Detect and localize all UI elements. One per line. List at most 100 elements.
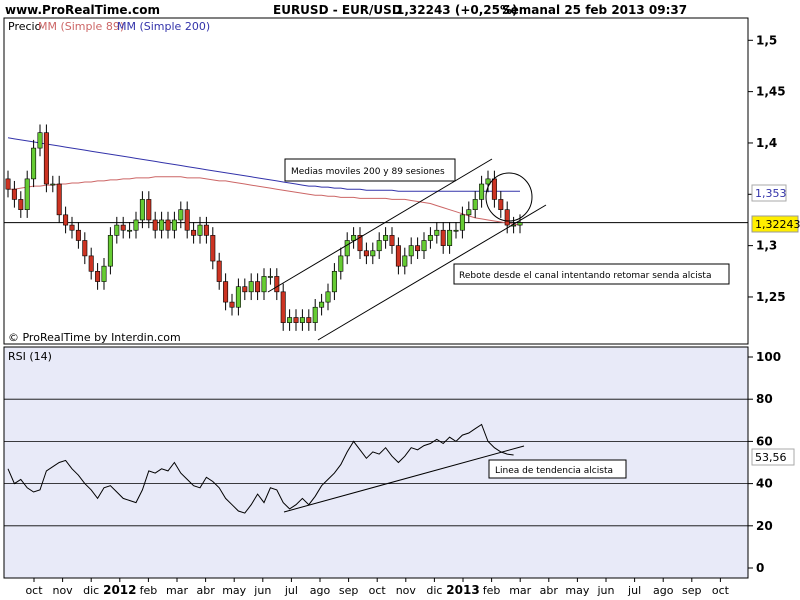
candle-body	[69, 224, 75, 231]
candle	[421, 232, 427, 259]
candle	[50, 175, 56, 193]
x-tick-label: nov	[396, 584, 417, 597]
candle	[235, 278, 241, 316]
rsi-value-box	[751, 448, 795, 466]
watermark: © ProRealTime by Interdin.com	[8, 331, 181, 344]
candle-body	[95, 270, 101, 282]
candle	[43, 124, 49, 193]
candle	[427, 227, 433, 249]
candle	[63, 206, 69, 234]
candle-body	[114, 224, 120, 236]
x-tick-label: jun	[253, 584, 271, 597]
candle	[383, 227, 389, 249]
candle	[229, 293, 235, 316]
candle	[11, 180, 17, 208]
x-tick-label: feb	[483, 584, 501, 597]
candle-body	[363, 250, 369, 257]
candle	[133, 211, 139, 239]
price-y-axis: 1,51,451,41,351,31,25	[748, 33, 786, 304]
rsi-y-tick-label: 40	[756, 477, 773, 491]
candle-body	[146, 199, 152, 221]
x-tick-label: abr	[196, 584, 215, 597]
annotation-box-rebound	[453, 263, 730, 285]
candle-body	[370, 250, 376, 257]
candle-body	[498, 199, 504, 210]
candle	[312, 299, 318, 331]
candle-body	[216, 260, 222, 282]
candle-body	[287, 317, 293, 323]
candle	[152, 211, 158, 239]
candle-body	[229, 301, 235, 308]
x-tick-label: oct	[25, 584, 43, 597]
x-tick-label: 2013	[446, 583, 479, 597]
channel-lower-line	[317, 204, 547, 341]
candle-body	[338, 255, 344, 272]
price-y-tick-label: 1,4	[756, 136, 777, 150]
x-tick-label: oct	[712, 584, 730, 597]
candle-body	[312, 306, 318, 323]
candle	[440, 222, 446, 254]
x-tick-label: oct	[369, 584, 387, 597]
price-y-tick-label: 1,3	[756, 239, 777, 253]
ma89-value-box	[751, 184, 787, 202]
candle	[498, 191, 504, 218]
candle-body	[127, 229, 133, 232]
candle-body	[325, 291, 331, 303]
candle	[171, 211, 177, 239]
candle	[344, 232, 350, 265]
candle-body	[274, 276, 280, 293]
candle	[146, 191, 152, 229]
candle-body	[357, 235, 363, 252]
candle-body	[133, 219, 139, 231]
candle	[299, 309, 305, 331]
candle	[5, 170, 11, 198]
candle-body	[43, 132, 49, 185]
candle	[165, 211, 171, 239]
candle	[31, 139, 37, 188]
x-tick-label: jul	[284, 584, 298, 597]
candle	[485, 170, 491, 193]
candle-body	[120, 224, 126, 231]
candle	[223, 273, 229, 311]
price-label: Precio	[8, 20, 42, 33]
candle-body	[440, 229, 446, 246]
candle-body	[165, 219, 171, 231]
candle-body	[517, 222, 523, 226]
rsi-y-tick-label: 0	[756, 561, 764, 575]
candle-body	[101, 265, 107, 282]
candle-body	[255, 281, 261, 293]
candle-body	[331, 270, 337, 293]
candle-body	[152, 219, 158, 231]
candle-body	[504, 209, 510, 226]
candle	[434, 222, 440, 244]
candle	[139, 191, 145, 229]
x-tick-label: jun	[597, 584, 615, 597]
candle	[178, 201, 184, 229]
candle	[18, 191, 24, 218]
candle	[479, 175, 485, 208]
x-tick-label: may	[222, 584, 246, 597]
candle-body	[319, 301, 325, 308]
candle-body	[88, 255, 94, 272]
candle-body	[466, 209, 472, 216]
rsi-line	[7, 423, 514, 514]
candle	[191, 222, 197, 244]
candle	[376, 232, 382, 259]
candle-body	[351, 235, 357, 241]
annotation-box-ma	[284, 158, 456, 182]
price-candles	[5, 124, 523, 331]
candle-body	[472, 199, 478, 210]
price-y-tick-label: 1,25	[756, 290, 786, 304]
candle-body	[159, 219, 165, 231]
annotation-rsi-text: Linea de tendencia alcista	[495, 466, 613, 476]
candle	[447, 222, 453, 254]
candle-body	[280, 291, 286, 323]
candle-body	[408, 245, 414, 257]
last-price-box	[751, 215, 799, 233]
candle-body	[376, 240, 382, 252]
x-tick-label: feb	[140, 584, 158, 597]
x-tick-label: may	[565, 584, 589, 597]
price-y-tick-label: 1,5	[756, 33, 777, 47]
candle	[517, 214, 523, 234]
candle	[293, 309, 299, 331]
